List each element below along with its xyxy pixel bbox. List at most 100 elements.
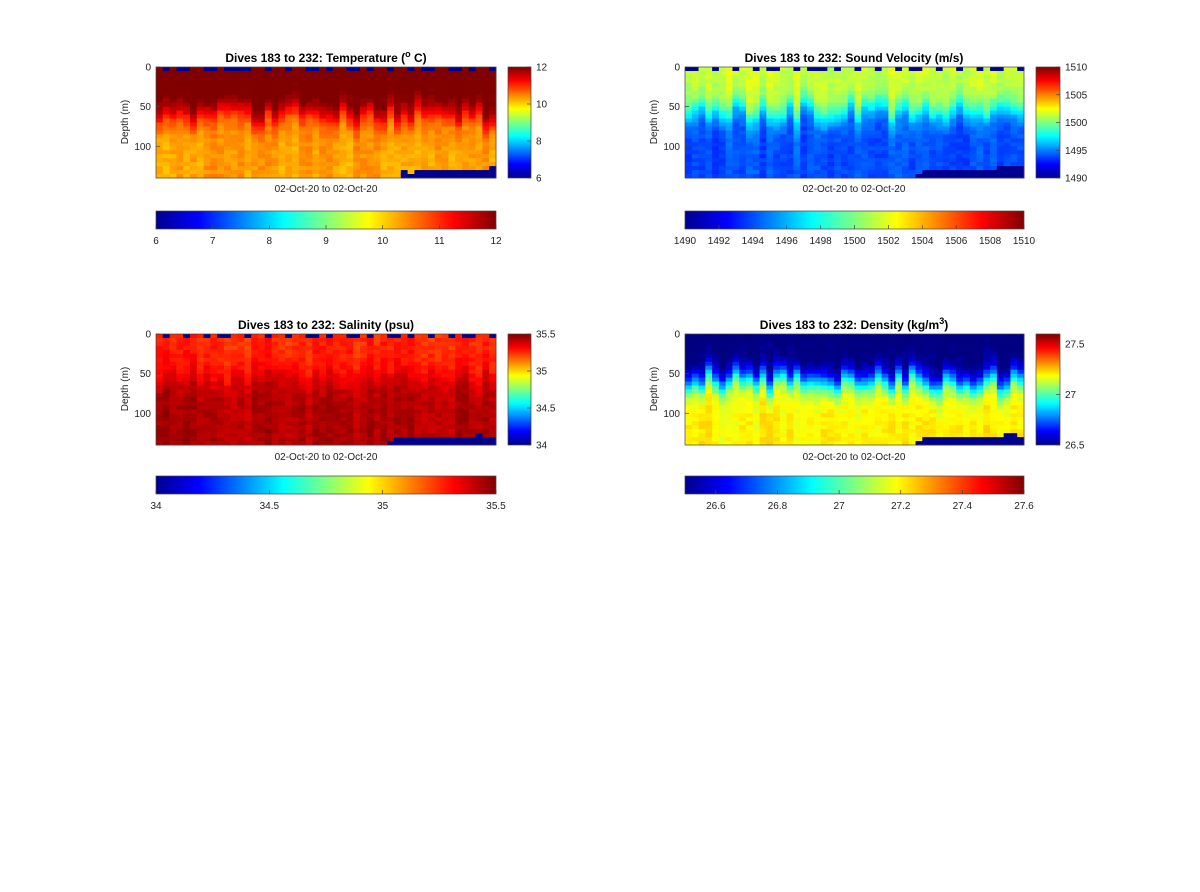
heatmap-cell [360, 365, 368, 371]
heatmap-cell [712, 437, 720, 442]
heatmap-cell [428, 162, 436, 167]
heatmap-cell [305, 142, 313, 147]
heatmap-cell [448, 118, 456, 123]
heatmap-cell [230, 166, 238, 171]
heatmap-cell [278, 334, 286, 339]
heatmap-cell [230, 361, 238, 367]
heatmap-cell [861, 86, 869, 92]
colorbar-tick-label: 1490 [1065, 174, 1088, 185]
heatmap-cell [691, 337, 699, 343]
heatmap-cell [400, 441, 408, 446]
heatmap-cell [271, 393, 279, 398]
heatmap-cell [779, 158, 788, 163]
heatmap-cell [969, 170, 977, 175]
heatmap-cell [441, 334, 449, 339]
heatmap-cell [373, 74, 381, 80]
heatmap-cell [868, 138, 876, 143]
heatmap-cell [462, 142, 470, 147]
heatmap-cell [746, 150, 754, 155]
heatmap-cell [895, 122, 903, 127]
heatmap-cell [888, 138, 896, 143]
heatmap-cell [786, 82, 794, 88]
heatmap-cell [285, 341, 293, 347]
heatmap-cell [725, 146, 733, 151]
heatmap-cell [766, 369, 774, 375]
heatmap-cell [305, 154, 313, 159]
heatmap-cell [176, 405, 184, 410]
heatmap-cell [421, 385, 429, 390]
heatmap-cell [786, 437, 794, 442]
heatmap-cell [779, 102, 788, 108]
y-tick-label: 0 [145, 63, 151, 74]
heatmap-cell [482, 67, 490, 72]
heatmap-cell [258, 417, 266, 422]
heatmap-cell [739, 337, 747, 343]
heatmap-cell [746, 74, 754, 80]
heatmap-cell [820, 405, 828, 410]
heatmap-cell [305, 78, 313, 84]
heatmap-cell [908, 67, 916, 72]
heatmap-cell [366, 365, 374, 371]
heatmap-cell [705, 389, 713, 394]
heatmap-cell [162, 409, 170, 414]
heatmap-cell [421, 70, 429, 76]
heatmap-cell [230, 425, 238, 430]
heatmap-cell [237, 134, 245, 139]
heatmap-cell [475, 142, 483, 147]
heatmap-cell [807, 82, 815, 88]
heatmap-cell [441, 353, 449, 359]
heatmap-cell [339, 341, 347, 347]
heatmap-cell [962, 94, 971, 100]
heatmap-cell [462, 441, 470, 446]
heatmap-cell [455, 413, 463, 418]
heatmap-cell [800, 425, 808, 430]
heatmap-cell [224, 114, 232, 119]
heatmap-cell [854, 146, 862, 151]
heatmap-cell [428, 349, 436, 355]
heatmap-cell [394, 433, 402, 438]
heatmap-cell [339, 345, 347, 351]
heatmap-cell [732, 67, 740, 72]
heatmap-cell [827, 98, 835, 104]
heatmap-cell [285, 429, 293, 434]
heatmap-cell [346, 365, 354, 371]
heatmap-cell [489, 401, 497, 406]
heatmap-cell [786, 126, 794, 131]
heatmap-cell [339, 409, 347, 414]
heatmap-cell [840, 174, 849, 179]
heatmap-cell [326, 401, 334, 406]
heatmap-cell [353, 122, 361, 127]
heatmap-cell [705, 421, 713, 426]
heatmap-cell [691, 341, 699, 347]
heatmap-cell [807, 353, 815, 359]
heatmap-cell [224, 389, 232, 394]
heatmap-cell [387, 134, 395, 139]
heatmap-cell [834, 361, 842, 367]
heatmap-cell [847, 146, 855, 151]
heatmap-cell [888, 154, 896, 159]
heatmap-cell [400, 122, 408, 127]
heatmap-cell [691, 114, 699, 119]
heatmap-cell [489, 94, 497, 100]
heatmap-cell [298, 114, 306, 119]
heatmap-cell [298, 110, 306, 115]
heatmap-cell [169, 413, 177, 418]
heatmap-cell [203, 90, 211, 96]
heatmap-cell [840, 389, 849, 394]
heatmap-cell [482, 146, 490, 151]
heatmap-cell [732, 78, 740, 84]
heatmap-cell [746, 78, 754, 84]
heatmap-cell [1010, 126, 1018, 131]
heatmap-cell [468, 74, 476, 80]
heatmap-cell [990, 158, 998, 163]
heatmap-cell [698, 401, 706, 406]
heatmap-cell [915, 142, 923, 147]
heatmap-cell [759, 78, 767, 84]
heatmap-cell [230, 122, 238, 127]
heatmap-cell [800, 126, 808, 131]
heatmap-cell [712, 162, 720, 167]
heatmap-cell [258, 385, 266, 390]
heatmap-cell [394, 154, 402, 159]
heatmap-cell [353, 389, 361, 394]
heatmap-cell [942, 174, 950, 179]
